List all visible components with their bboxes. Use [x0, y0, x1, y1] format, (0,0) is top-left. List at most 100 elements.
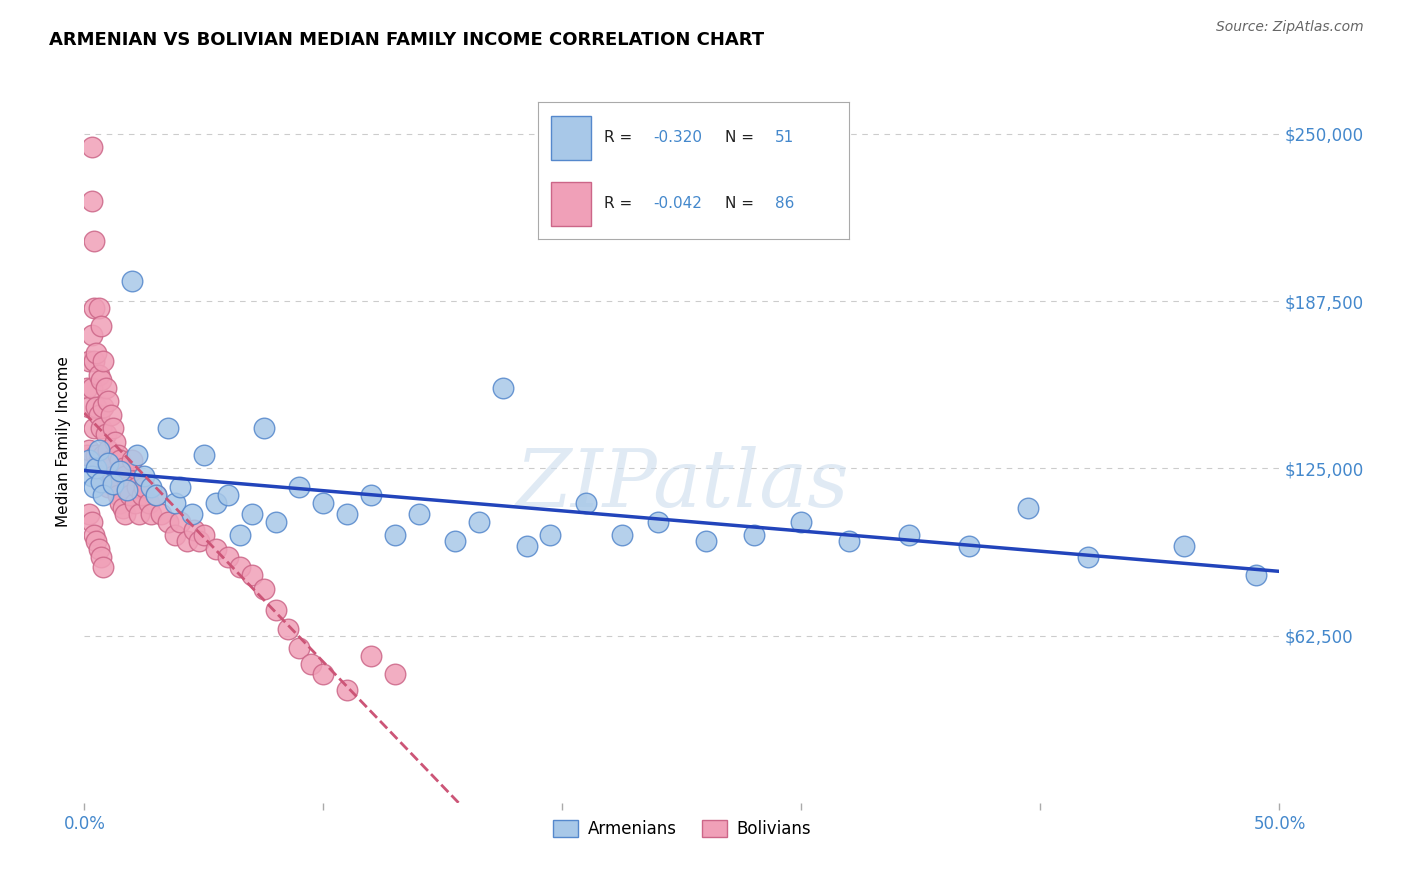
- Point: [97, 442, 120, 457]
- Point: [97, 394, 120, 409]
- Point: [111, 461, 134, 475]
- Point: [83, 301, 105, 315]
- Point: [86, 400, 108, 414]
- Point: [80, 194, 103, 208]
- Point: [76, 448, 98, 462]
- Point: [104, 480, 127, 494]
- Point: [114, 469, 136, 483]
- Point: [288, 640, 311, 655]
- Point: [87, 541, 110, 556]
- Point: [516, 539, 538, 553]
- Point: [149, 507, 172, 521]
- Point: [93, 560, 115, 574]
- Point: [97, 480, 120, 494]
- Point: [114, 507, 136, 521]
- Point: [217, 488, 239, 502]
- Point: [93, 354, 115, 368]
- Point: [83, 421, 105, 435]
- Point: [131, 488, 153, 502]
- Point: [77, 507, 100, 521]
- Point: [141, 480, 163, 494]
- Point: [181, 507, 204, 521]
- Point: [132, 480, 156, 494]
- Point: [83, 354, 105, 368]
- Point: [312, 496, 335, 510]
- Point: [408, 507, 430, 521]
- Point: [77, 354, 100, 368]
- Point: [288, 480, 311, 494]
- Point: [132, 469, 156, 483]
- Point: [80, 515, 103, 529]
- Point: [90, 469, 112, 483]
- Point: [83, 234, 105, 248]
- Point: [612, 528, 634, 542]
- Point: [336, 507, 359, 521]
- Point: [157, 515, 180, 529]
- Point: [77, 453, 100, 467]
- Point: [253, 421, 276, 435]
- Point: [94, 469, 117, 483]
- Point: [87, 301, 110, 315]
- Point: [80, 327, 103, 342]
- Point: [86, 448, 108, 462]
- Y-axis label: Median Family Income: Median Family Income: [56, 356, 72, 527]
- Point: [100, 453, 122, 467]
- Point: [193, 448, 215, 462]
- Point: [77, 400, 100, 414]
- Point: [360, 648, 382, 663]
- Point: [1244, 568, 1267, 582]
- Point: [229, 528, 252, 542]
- Point: [101, 421, 124, 435]
- Point: [104, 434, 127, 449]
- Text: Source: ZipAtlas.com: Source: ZipAtlas.com: [1216, 20, 1364, 34]
- Point: [93, 448, 115, 462]
- Point: [86, 346, 108, 360]
- Point: [957, 539, 980, 553]
- Point: [110, 464, 132, 478]
- Point: [94, 426, 117, 441]
- Point: [90, 373, 112, 387]
- Point: [468, 515, 491, 529]
- Point: [217, 549, 239, 564]
- Point: [1018, 501, 1040, 516]
- Point: [80, 381, 103, 395]
- Point: [100, 408, 122, 422]
- Point: [312, 667, 335, 681]
- Point: [188, 533, 211, 548]
- Point: [90, 549, 112, 564]
- Point: [83, 528, 105, 542]
- Point: [647, 515, 669, 529]
- Point: [101, 477, 124, 491]
- Point: [83, 480, 105, 494]
- Point: [205, 496, 228, 510]
- Point: [790, 515, 813, 529]
- Point: [742, 528, 765, 542]
- Point: [124, 496, 146, 510]
- Point: [145, 488, 167, 502]
- Point: [575, 496, 598, 510]
- Point: [118, 488, 141, 502]
- Point: [110, 453, 132, 467]
- Point: [169, 480, 191, 494]
- Point: [838, 533, 860, 548]
- Point: [169, 515, 191, 529]
- Point: [264, 515, 287, 529]
- Point: [121, 274, 143, 288]
- Point: [90, 475, 112, 489]
- Point: [165, 528, 187, 542]
- Point: [107, 448, 129, 462]
- Point: [125, 448, 148, 462]
- Point: [384, 528, 406, 542]
- Point: [1077, 549, 1099, 564]
- Point: [90, 319, 112, 334]
- Point: [336, 683, 359, 698]
- Point: [360, 488, 382, 502]
- Point: [384, 667, 406, 681]
- Legend: Armenians, Bolivians: Armenians, Bolivians: [546, 814, 818, 845]
- Point: [240, 568, 263, 582]
- Point: [183, 523, 205, 537]
- Point: [492, 381, 515, 395]
- Point: [121, 453, 143, 467]
- Point: [97, 456, 120, 470]
- Point: [110, 496, 132, 510]
